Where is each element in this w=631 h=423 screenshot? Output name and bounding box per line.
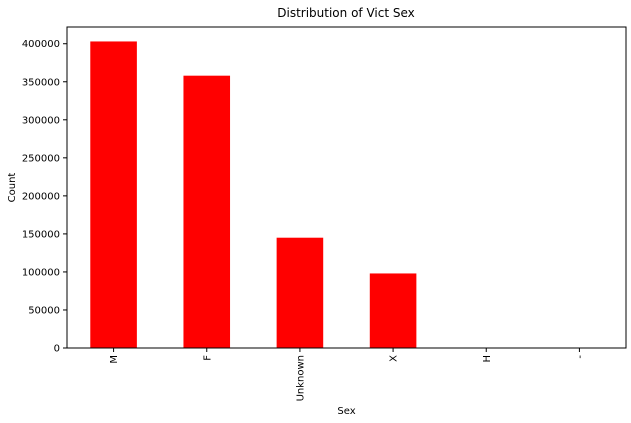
x-tick-label: - <box>575 355 586 359</box>
y-tick-label: 200000 <box>22 191 60 202</box>
bar-unknown <box>276 237 324 348</box>
y-tick-label: 250000 <box>22 153 60 164</box>
y-tick-label: 350000 <box>22 77 60 88</box>
y-tick-label: 100000 <box>22 267 60 278</box>
x-tick-label: F <box>202 355 213 361</box>
x-axis: M F Unknown X H - <box>109 348 586 401</box>
y-axis-title: Count <box>7 173 18 203</box>
y-axis: 0 50000 100000 150000 200000 250000 300000 3500… <box>22 39 67 355</box>
x-tick-label: Unknown <box>295 355 306 401</box>
x-tick-label: X <box>389 355 400 362</box>
y-tick-label: 300000 <box>22 115 60 126</box>
plot-frame <box>66 26 627 349</box>
x-axis-title: Sex <box>337 406 355 417</box>
x-tick-label: H <box>482 355 493 363</box>
x-tick-label: M <box>109 355 120 364</box>
bar-m <box>90 41 137 348</box>
y-tick-label: 150000 <box>22 229 60 240</box>
bar-series <box>90 41 603 348</box>
bar-x <box>369 273 417 348</box>
y-tick-label: 0 <box>54 344 60 355</box>
bar-f <box>183 75 231 348</box>
chart-title: Distribution of Vict Sex <box>277 6 415 20</box>
y-tick-label: 400000 <box>22 39 60 50</box>
y-tick-label: 50000 <box>28 305 60 316</box>
